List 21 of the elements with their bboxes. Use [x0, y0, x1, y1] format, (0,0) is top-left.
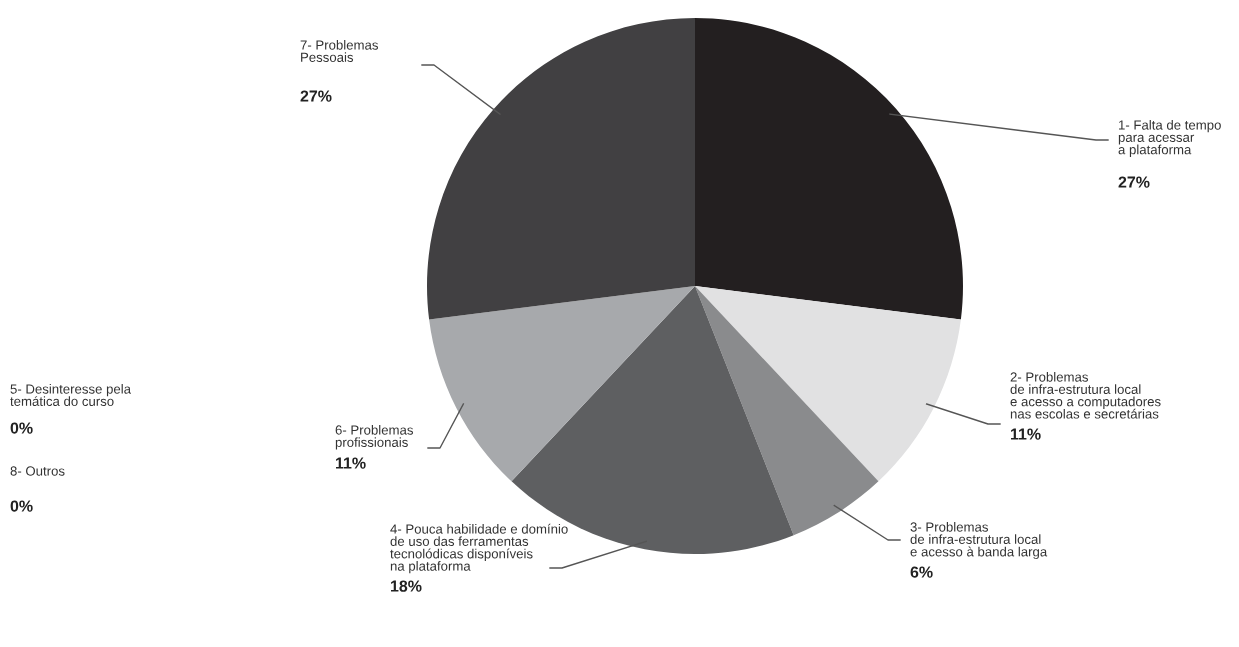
slice-label: 2- Problemas de infra-estrutura local e acesso a computadores nas escolas e secretárias — [1010, 372, 1161, 419]
pie-slice — [695, 286, 879, 536]
slice-label: 6- Problemas profissionais — [335, 425, 413, 450]
data-label: 27% — [1118, 176, 1150, 188]
data-label: 6% — [910, 566, 933, 578]
pie-slice — [695, 18, 963, 320]
data-label: 11% — [336, 457, 366, 469]
category-label: 5- Desinteresse pela temática do curso — [10, 384, 132, 406]
pie-slice — [429, 286, 695, 482]
slice-label: 1- Falta de tempo para acessar a plataforma — [1118, 120, 1221, 157]
text: 0% — [10, 422, 33, 434]
slice-label: 4- Pouca habilidade e domínio de uso das ferramentas tecnolódicas disponíveis na plataforma — [390, 523, 568, 574]
text: 0% — [10, 500, 33, 512]
pie-slice — [427, 18, 695, 320]
slice-label: 3- Problemas de infra-estrutura local e acesso à banda larga — [910, 522, 1048, 560]
pie-slice — [695, 286, 961, 482]
slice-label: 7- Problemas Pessoais — [300, 40, 378, 62]
category-label: 8- Outros — [10, 466, 65, 476]
data-label: 27% — [300, 90, 332, 102]
data-label: 18% — [391, 580, 422, 592]
data-label: 11% — [1011, 428, 1041, 440]
